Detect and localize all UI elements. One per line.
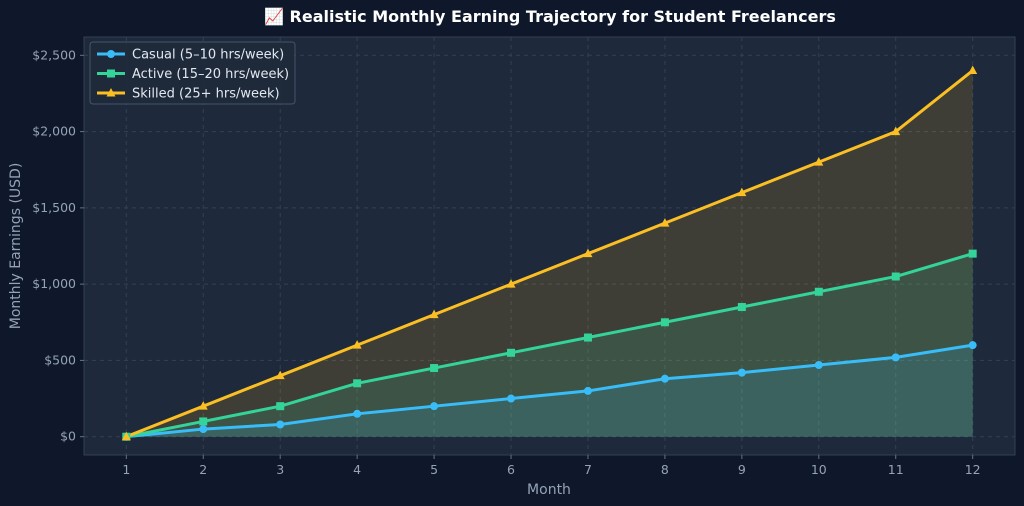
series-line xyxy=(124,343,975,439)
data-point xyxy=(507,348,516,357)
data-point xyxy=(199,417,208,426)
data-point xyxy=(429,309,439,319)
chart-title: 📈 Realistic Monthly Earning Trajectory f… xyxy=(264,7,836,26)
series-area xyxy=(126,345,973,437)
x-tick-label: 10 xyxy=(811,462,827,477)
data-point xyxy=(583,386,592,395)
data-point xyxy=(199,425,208,434)
data-point xyxy=(660,318,669,327)
data-point xyxy=(430,364,439,373)
data-point xyxy=(660,218,670,227)
y-tick-label: $2,000 xyxy=(32,124,76,139)
data-point xyxy=(968,65,978,75)
data-point xyxy=(737,368,746,377)
x-tick-label: 11 xyxy=(888,462,904,477)
data-point xyxy=(891,353,900,362)
legend-box xyxy=(89,41,296,105)
data-point xyxy=(814,287,823,296)
data-point xyxy=(107,69,115,78)
data-point xyxy=(737,187,747,197)
data-point xyxy=(814,360,823,369)
data-point xyxy=(106,88,116,97)
x-tick-label: 6 xyxy=(507,462,515,477)
data-point xyxy=(353,409,362,418)
y-axis-title: Monthly Earnings (USD) xyxy=(8,163,24,330)
x-tick-label: 12 xyxy=(965,462,981,477)
x-tick-label: 2 xyxy=(199,462,207,477)
data-point xyxy=(276,402,285,411)
data-point xyxy=(352,340,362,349)
data-point xyxy=(583,248,593,258)
legend-label: Casual (5–10 hrs/week) xyxy=(132,48,284,63)
data-point xyxy=(506,279,516,288)
x-tick-label: 7 xyxy=(584,462,592,477)
series-area xyxy=(126,70,973,437)
x-tick-label: 1 xyxy=(122,462,130,477)
legend-label: Skilled (25+ hrs/week) xyxy=(132,87,280,102)
data-point xyxy=(107,50,115,58)
x-tick-label: 3 xyxy=(276,462,284,477)
legend: Casual (5–10 hrs/week) Active (15–20 hrs/… xyxy=(89,41,296,105)
series-line xyxy=(124,252,975,439)
y-axis-ticks: $0 $500 $1,000 $1,500 $2,000 $2,500 xyxy=(32,47,84,444)
data-point xyxy=(660,374,669,383)
y-tick-label: $1,500 xyxy=(32,200,76,215)
data-point xyxy=(968,341,977,350)
x-axis-title: Month xyxy=(527,482,571,498)
plot-area xyxy=(83,36,1016,456)
series-lines xyxy=(124,69,975,439)
data-point xyxy=(737,303,746,312)
x-axis-ticks: 1 2 3 4 5 6 7 8 9 10 11 12 xyxy=(122,455,981,477)
y-tick-label: $500 xyxy=(44,352,76,367)
x-tick-label: 5 xyxy=(430,462,438,477)
series-markers xyxy=(121,65,978,441)
data-point xyxy=(891,126,901,136)
data-point xyxy=(430,402,439,411)
x-tick-label: 8 xyxy=(661,462,669,477)
grid xyxy=(84,37,1015,455)
data-point xyxy=(121,431,131,441)
data-point xyxy=(275,370,285,380)
x-tick-label: 4 xyxy=(353,462,361,477)
data-point xyxy=(814,157,824,166)
y-tick-label: $0 xyxy=(60,429,76,444)
data-point xyxy=(583,333,592,342)
data-point xyxy=(198,401,208,410)
data-point xyxy=(968,249,977,258)
data-point xyxy=(891,272,900,281)
series-line xyxy=(124,69,975,439)
data-point xyxy=(507,394,516,403)
data-point xyxy=(276,420,285,429)
y-tick-label: $2,500 xyxy=(32,47,76,62)
x-tick-label: 9 xyxy=(738,462,746,477)
data-point xyxy=(353,379,362,388)
legend-label: Active (15–20 hrs/week) xyxy=(132,67,289,82)
legend-items: Casual (5–10 hrs/week) Active (15–20 hrs/… xyxy=(97,48,289,102)
y-tick-label: $1,000 xyxy=(32,276,76,291)
